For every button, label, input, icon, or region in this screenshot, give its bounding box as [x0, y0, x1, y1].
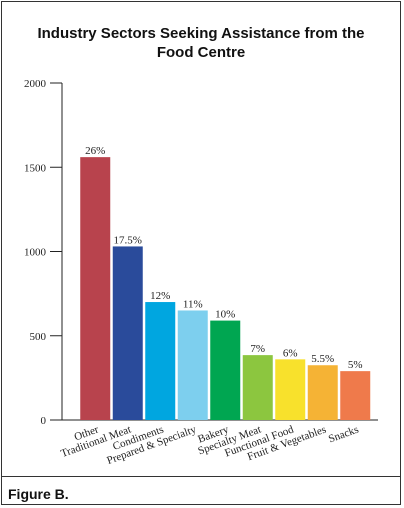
- bar: [210, 320, 241, 420]
- y-tick-label: 0: [41, 415, 47, 427]
- value-annotation: 7%: [250, 343, 265, 355]
- separator: [1, 476, 401, 477]
- y-tick-label: 1500: [24, 162, 47, 174]
- y-tick-label: 1000: [24, 247, 47, 259]
- bar: [177, 310, 208, 420]
- bar: [112, 246, 143, 420]
- bar: [275, 359, 306, 420]
- value-annotation: 6%: [283, 347, 298, 359]
- bar: [80, 157, 111, 420]
- chart-title: Industry Sectors Seeking Assistance from…: [37, 25, 365, 61]
- value-annotation: 26%: [85, 145, 105, 157]
- value-annotation: 5%: [348, 359, 363, 371]
- bar: [242, 355, 273, 420]
- value-annotation: 17.5%: [114, 234, 142, 246]
- value-annotation: 5.5%: [311, 353, 334, 365]
- value-annotation: 11%: [183, 298, 203, 310]
- figure-caption: Figure B.: [8, 486, 69, 502]
- y-tick-label: 500: [30, 331, 47, 343]
- value-annotation: 12%: [150, 290, 170, 302]
- x-tick-label: Snacks: [327, 424, 360, 446]
- bar: [340, 371, 371, 420]
- value-annotation: 10%: [215, 309, 235, 321]
- bar: [307, 365, 338, 420]
- y-tick-label: 2000: [24, 78, 47, 90]
- bar: [145, 302, 176, 420]
